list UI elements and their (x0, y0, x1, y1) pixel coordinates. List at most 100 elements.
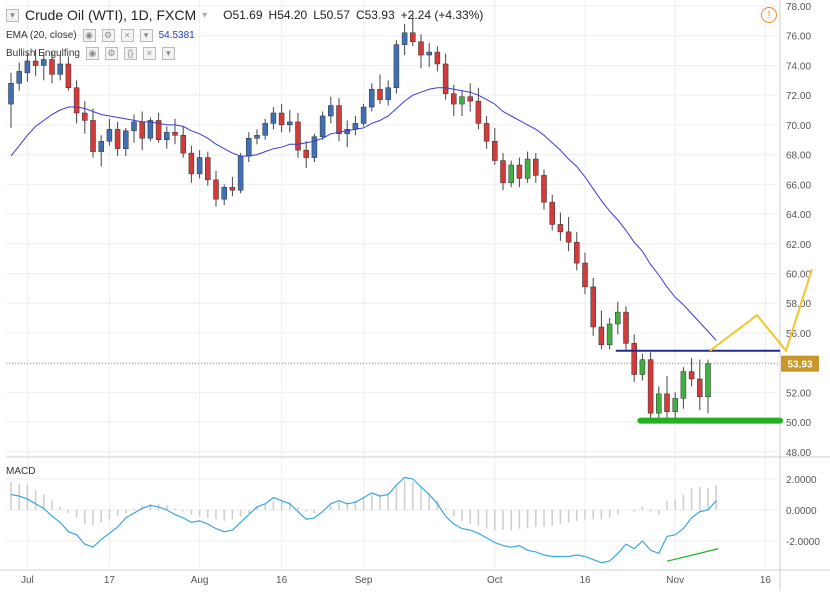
candle[interactable] (98, 140, 104, 152)
pattern-label[interactable]: Bullish Engulfing (6, 47, 80, 59)
candle[interactable] (270, 112, 277, 124)
candle[interactable] (483, 123, 490, 142)
ema-label[interactable]: EMA (20, close) (6, 29, 77, 41)
candle[interactable] (451, 93, 457, 105)
projection-path[interactable] (709, 268, 813, 353)
candle[interactable] (237, 155, 244, 191)
candle[interactable] (287, 121, 293, 126)
candle[interactable] (254, 135, 260, 139)
candle[interactable] (352, 123, 359, 130)
candle[interactable] (500, 160, 506, 184)
more-icon[interactable]: ▾ (139, 28, 153, 42)
candle[interactable] (697, 378, 703, 398)
candle[interactable] (123, 130, 129, 149)
candle[interactable] (467, 96, 473, 102)
candle[interactable] (385, 87, 391, 100)
more-icon[interactable]: ▾ (161, 46, 175, 60)
candle[interactable] (328, 105, 334, 117)
candle[interactable] (680, 371, 687, 399)
code-icon[interactable]: {} (123, 46, 137, 60)
candle[interactable] (492, 140, 498, 161)
candle[interactable] (516, 164, 523, 179)
candle[interactable] (434, 51, 441, 65)
candle[interactable] (336, 105, 342, 135)
candle[interactable] (664, 393, 670, 412)
candle[interactable] (475, 100, 482, 124)
candle[interactable] (82, 112, 88, 121)
candle[interactable] (90, 120, 96, 152)
eye-icon[interactable]: ◉ (82, 28, 96, 42)
close-icon[interactable]: × (120, 28, 134, 42)
candle[interactable] (459, 96, 465, 105)
candle[interactable] (188, 152, 195, 175)
candle[interactable] (262, 123, 268, 136)
candle[interactable] (278, 112, 285, 126)
candle[interactable] (631, 343, 637, 375)
settings-icon[interactable]: ⚙ (104, 46, 118, 60)
collapse-legend-icon[interactable]: ▾ (6, 8, 19, 22)
macd-pane[interactable] (6, 458, 778, 568)
candle[interactable] (295, 121, 301, 151)
candle[interactable] (16, 71, 22, 84)
candle[interactable] (205, 157, 211, 181)
candle[interactable] (172, 132, 178, 136)
candle[interactable] (319, 115, 326, 138)
candle[interactable] (590, 286, 596, 328)
candle[interactable] (139, 121, 145, 139)
candle[interactable] (360, 106, 367, 124)
candle[interactable] (246, 138, 252, 157)
candle[interactable] (541, 175, 547, 203)
symbol-menu-chevron-icon[interactable]: ▾ (202, 9, 208, 21)
candle[interactable] (213, 179, 219, 200)
candle[interactable] (574, 242, 580, 264)
ema-line[interactable] (10, 87, 717, 341)
candle[interactable] (442, 63, 449, 94)
settings-icon[interactable]: ⚙ (101, 28, 115, 42)
candle[interactable] (672, 398, 678, 412)
candle[interactable] (401, 32, 408, 45)
candle[interactable] (180, 135, 186, 154)
candle[interactable] (565, 231, 572, 243)
pattern-legend-row[interactable]: Bullish Engulfing ◉ ⚙ {} × ▾ (6, 44, 483, 62)
candle[interactable] (41, 59, 47, 66)
candle[interactable] (155, 120, 162, 140)
candle[interactable] (221, 187, 227, 200)
candle[interactable] (549, 201, 555, 225)
symbol-title[interactable]: Crude Oil (WTI), 1D, FXCM (25, 7, 197, 23)
candle[interactable] (369, 88, 375, 108)
alert-icon[interactable]: ! (761, 7, 777, 23)
candle[interactable] (311, 136, 318, 158)
candle[interactable] (615, 311, 621, 325)
candle[interactable] (147, 120, 154, 139)
candle[interactable] (418, 41, 424, 56)
candle[interactable] (533, 158, 539, 176)
macd-divergence-line[interactable] (666, 548, 719, 562)
candle[interactable] (73, 87, 80, 114)
candle[interactable] (557, 224, 564, 233)
eye-icon[interactable]: ◉ (85, 46, 99, 60)
ema-legend-row[interactable]: EMA (20, close) ◉ ⚙ × ▾ 54.5381 (6, 26, 483, 44)
price-pane[interactable] (6, 0, 778, 455)
candle[interactable] (426, 51, 432, 56)
candle[interactable] (656, 393, 662, 414)
candle[interactable] (131, 121, 137, 132)
candle[interactable] (582, 262, 588, 288)
candle[interactable] (623, 311, 629, 344)
candle[interactable] (32, 60, 39, 66)
candle[interactable] (164, 132, 170, 140)
close-icon[interactable]: × (142, 46, 156, 60)
candle[interactable] (508, 164, 514, 184)
candle[interactable] (606, 323, 613, 346)
candle[interactable] (639, 359, 646, 375)
candle[interactable] (8, 83, 14, 105)
candle[interactable] (24, 60, 31, 74)
macd-line[interactable] (10, 476, 717, 564)
candle[interactable] (229, 187, 236, 191)
candle[interactable] (688, 371, 695, 380)
candle[interactable] (106, 129, 113, 142)
candle[interactable] (65, 63, 72, 88)
candle[interactable] (410, 32, 416, 42)
candle[interactable] (393, 44, 400, 88)
